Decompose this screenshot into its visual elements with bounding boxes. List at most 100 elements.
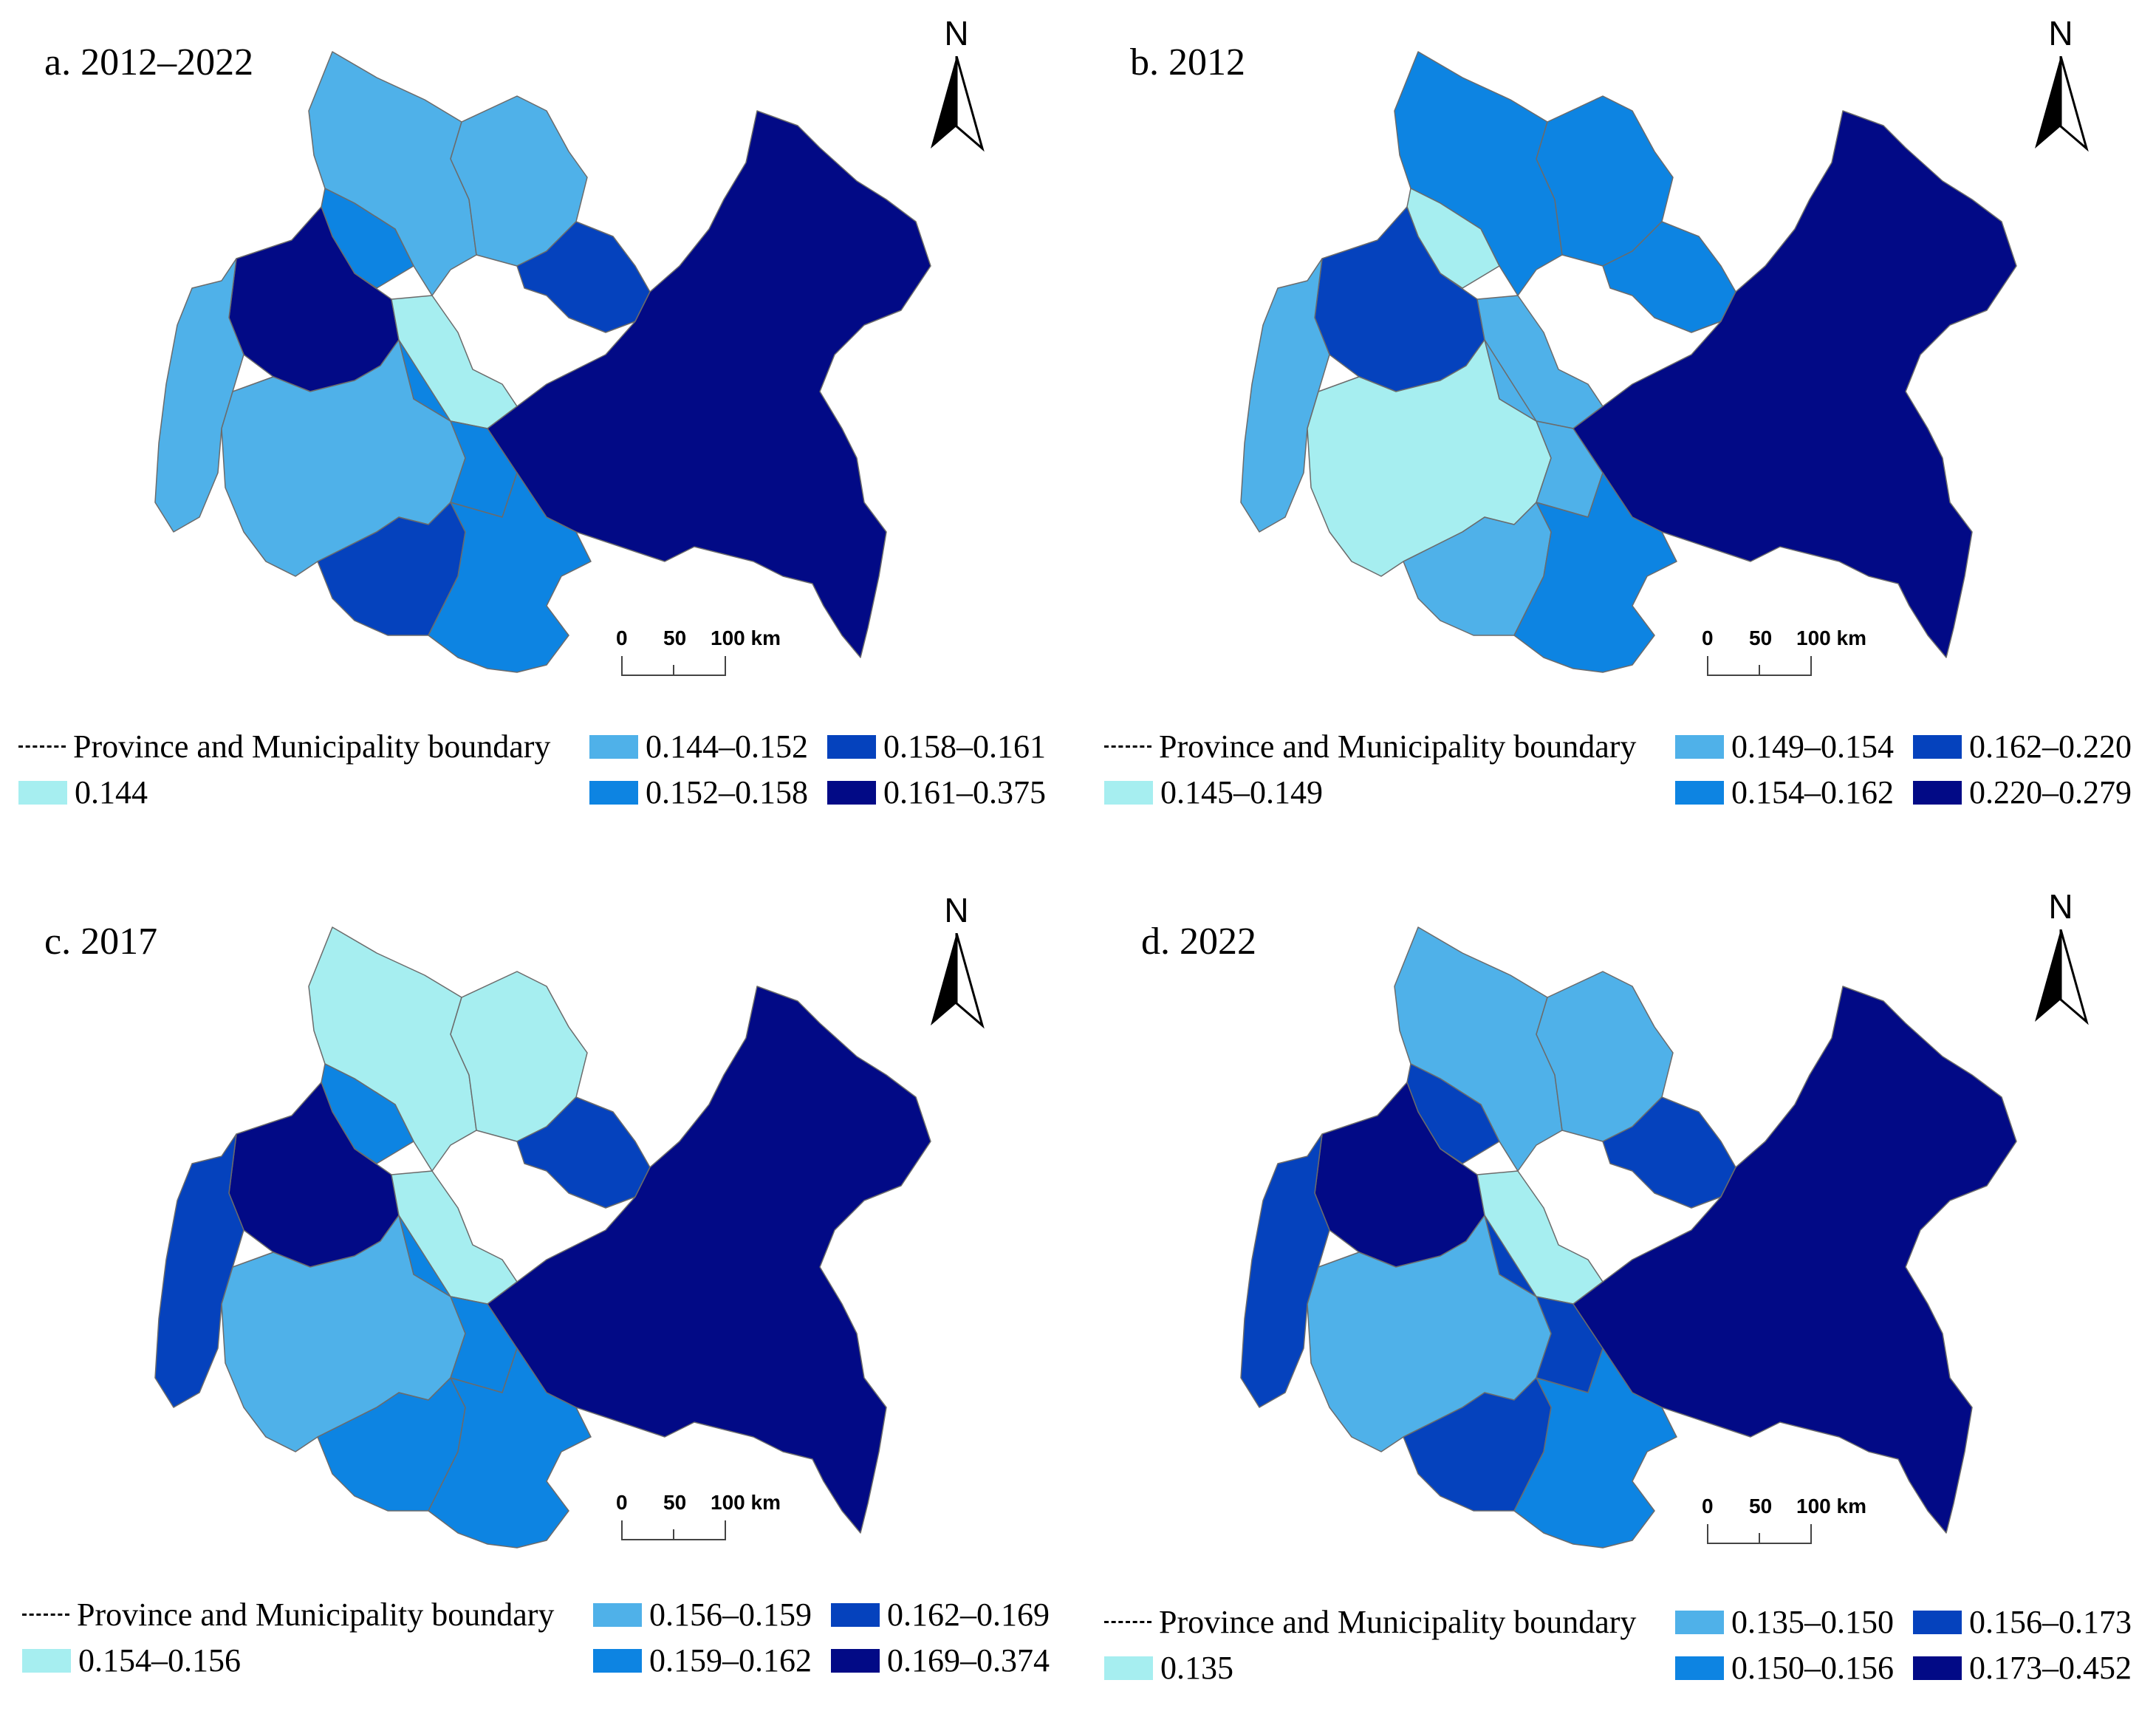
legend-swatch bbox=[831, 1648, 880, 1673]
scale-end-label: 100 km bbox=[711, 626, 781, 649]
legend-class-1: 0.135 bbox=[1104, 1649, 1233, 1687]
region-far-west bbox=[1240, 258, 1330, 533]
choropleth-map bbox=[1240, 51, 2017, 673]
legend-swatch bbox=[831, 1602, 880, 1627]
legend-swatch bbox=[1675, 780, 1724, 805]
scale-zero-label: 0 bbox=[616, 626, 628, 649]
legend-label: 0.154–0.162 bbox=[1731, 774, 1894, 810]
legend-class-5: 0.220–0.279 bbox=[1913, 774, 2132, 811]
legend-class-2: 0.135–0.150 bbox=[1675, 1603, 1894, 1641]
legend-label: 0.159–0.162 bbox=[649, 1642, 812, 1679]
legend-boundary: Province and Municipality boundary bbox=[18, 728, 550, 765]
map-panel-d: d. 2022 N 0 50 100 km Province and Munic… bbox=[1086, 864, 2156, 1714]
legend-swatch bbox=[827, 780, 876, 805]
legend-class-3: 0.159–0.162 bbox=[593, 1642, 812, 1679]
legend-label: 0.135 bbox=[1160, 1650, 1233, 1686]
legend-label: 0.220–0.279 bbox=[1969, 774, 2132, 810]
legend-class-5: 0.173–0.452 bbox=[1913, 1649, 2132, 1687]
region-south-east bbox=[428, 472, 592, 673]
region-east bbox=[1572, 110, 2017, 658]
legend-class-1: 0.145–0.149 bbox=[1104, 774, 1323, 811]
legend-swatch bbox=[827, 734, 876, 759]
region-east bbox=[487, 110, 931, 658]
legend-label: 0.150–0.156 bbox=[1731, 1650, 1894, 1686]
region-far-west bbox=[1240, 1133, 1330, 1408]
scale-zero-label: 0 bbox=[1702, 626, 1714, 649]
legend-label: 0.152–0.158 bbox=[646, 774, 808, 810]
region-far-west bbox=[154, 1133, 244, 1408]
region-north-west bbox=[308, 51, 477, 296]
scale-bar-graphic bbox=[1707, 1524, 1812, 1544]
scale-bar-graphic bbox=[621, 656, 726, 676]
scale-bar: 0 50 100 km bbox=[616, 626, 781, 686]
north-label: N bbox=[2048, 887, 2073, 926]
legend-boundary-label: Province and Municipality boundary bbox=[77, 1597, 555, 1633]
boundary-line-symbol bbox=[22, 1614, 69, 1616]
map-panel-a: a. 2012–2022 N 0 50 100 km Province and … bbox=[0, 0, 1078, 850]
legend-swatch bbox=[1104, 780, 1153, 805]
region-north-west bbox=[1394, 51, 1563, 296]
legend-boundary-label: Province and Municipality boundary bbox=[1159, 1604, 1637, 1640]
boundary-line-symbol bbox=[1104, 745, 1151, 748]
scale-end-label: 100 km bbox=[1796, 1495, 1866, 1517]
legend-class-4: 0.162–0.220 bbox=[1913, 728, 2132, 765]
legend-class-2: 0.149–0.154 bbox=[1675, 728, 1894, 765]
scale-bar-graphic bbox=[1707, 656, 1812, 676]
legend-boundary-label: Province and Municipality boundary bbox=[1159, 728, 1637, 765]
legend-swatch bbox=[22, 1648, 71, 1673]
scale-bar: 0 50 100 km bbox=[1702, 1495, 1866, 1554]
scale-zero-label: 0 bbox=[1702, 1495, 1714, 1517]
north-arrow: N bbox=[923, 13, 990, 152]
region-east-inner bbox=[1602, 1096, 1736, 1209]
legend-label: 0.162–0.169 bbox=[887, 1597, 1050, 1633]
map-panel-b: b. 2012 N 0 50 100 km Province and Munic… bbox=[1086, 0, 2156, 850]
legend-label: 0.145–0.149 bbox=[1160, 774, 1323, 810]
region-south-east bbox=[1513, 1348, 1677, 1549]
legend-boundary-label: Province and Municipality boundary bbox=[73, 728, 551, 765]
north-arrow: N bbox=[2027, 13, 2094, 152]
legend-swatch bbox=[1675, 1610, 1724, 1634]
scale-zero-label: 0 bbox=[616, 1491, 628, 1514]
legend-class-2: 0.156–0.159 bbox=[593, 1596, 812, 1633]
legend-swatch bbox=[1104, 1656, 1153, 1680]
legend-label: 0.135–0.150 bbox=[1731, 1604, 1894, 1640]
panel-title: b. 2012 bbox=[1130, 41, 1245, 83]
region-south-east bbox=[428, 1348, 592, 1549]
legend-class-4: 0.156–0.173 bbox=[1913, 1603, 2132, 1641]
legend-class-4: 0.162–0.169 bbox=[831, 1596, 1050, 1633]
legend-swatch bbox=[1675, 734, 1724, 759]
choropleth-map bbox=[154, 51, 931, 673]
legend-label: 0.156–0.159 bbox=[649, 1597, 812, 1633]
region-east bbox=[1572, 986, 2017, 1534]
legend-swatch bbox=[1913, 1610, 1962, 1634]
legend-swatch bbox=[1913, 1656, 1962, 1680]
legend-class-2: 0.144–0.152 bbox=[589, 728, 808, 765]
legend-class-3: 0.152–0.158 bbox=[589, 774, 808, 811]
legend-label: 0.161–0.375 bbox=[883, 774, 1046, 810]
legend-class-1: 0.144 bbox=[18, 774, 148, 811]
north-arrow-icon bbox=[2035, 929, 2089, 1025]
region-north-west bbox=[308, 926, 477, 1172]
region-east-inner bbox=[516, 1096, 651, 1209]
north-arrow-icon bbox=[931, 56, 985, 152]
panel-title: a. 2012–2022 bbox=[44, 41, 254, 83]
panel-title: c. 2017 bbox=[44, 921, 158, 963]
region-far-west bbox=[154, 258, 244, 533]
legend-swatch bbox=[1675, 1656, 1724, 1680]
legend-swatch bbox=[18, 780, 67, 805]
legend-swatch bbox=[1913, 734, 1962, 759]
legend-swatch bbox=[593, 1648, 642, 1673]
legend-swatch bbox=[589, 780, 638, 805]
legend-boundary: Province and Municipality boundary bbox=[1104, 728, 1636, 765]
choropleth-map bbox=[1240, 926, 2017, 1549]
region-north-west bbox=[1394, 926, 1563, 1172]
legend-label: 0.154–0.156 bbox=[78, 1642, 241, 1679]
legend-swatch bbox=[1913, 780, 1962, 805]
legend-class-1: 0.154–0.156 bbox=[22, 1642, 241, 1679]
legend-class-3: 0.154–0.162 bbox=[1675, 774, 1894, 811]
region-south-east bbox=[1513, 472, 1677, 673]
panel-title: d. 2022 bbox=[1141, 921, 1256, 963]
scale-end-label: 100 km bbox=[1796, 626, 1866, 649]
legend-class-3: 0.150–0.156 bbox=[1675, 1649, 1894, 1687]
legend-class-5: 0.161–0.375 bbox=[827, 774, 1046, 811]
